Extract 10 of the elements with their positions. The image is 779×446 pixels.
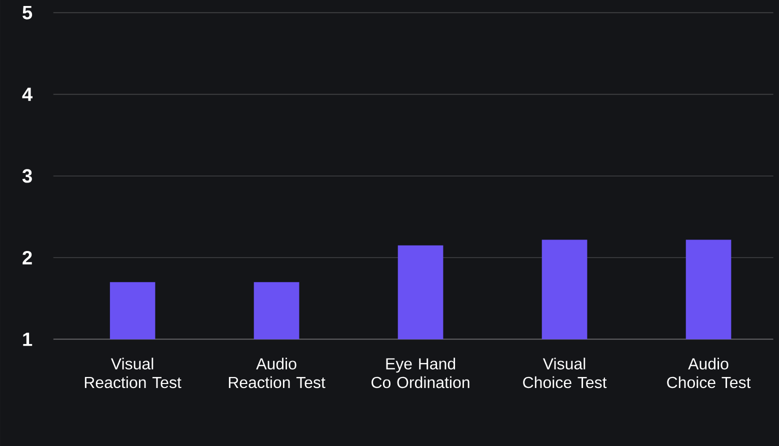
x-tick-label: Eye Hand Co Ordination xyxy=(372,358,470,388)
x-tick-label: Audio Choice Test xyxy=(667,358,751,388)
y-tick-label: 4 xyxy=(22,88,33,101)
y-tick-label: 2 xyxy=(22,250,32,264)
x-tick-label: Audio Reaction Test xyxy=(228,358,326,388)
y-tick-label: 5 xyxy=(22,6,32,20)
x-tick-label: Visual Reaction Test xyxy=(84,358,182,388)
x-tick-label: Visual Choice Test xyxy=(523,358,607,388)
y-tick-label: 1 xyxy=(23,332,32,346)
y-tick-label: 3 xyxy=(22,169,32,183)
